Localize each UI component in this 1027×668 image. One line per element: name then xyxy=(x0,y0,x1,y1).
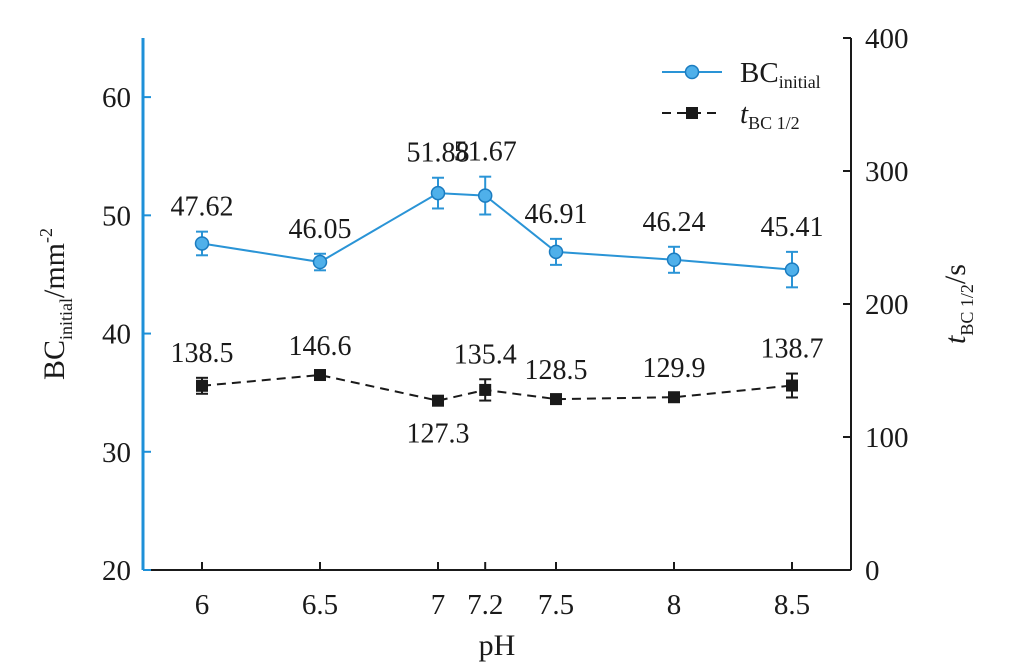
data-point xyxy=(548,244,564,260)
x-tick-label: 6.5 xyxy=(302,589,338,621)
data-label: 45.41 xyxy=(761,212,824,243)
data-point xyxy=(314,369,326,382)
data-point xyxy=(312,254,328,270)
data-point xyxy=(430,185,446,201)
legend-label-t: tBC 1/2 xyxy=(740,98,800,133)
data-label: 46.05 xyxy=(289,214,352,245)
left-tick-label: 20 xyxy=(102,555,131,587)
x-tick-label: 7.5 xyxy=(538,589,574,621)
right-tick-label: 0 xyxy=(865,555,880,587)
data-label: 127.3 xyxy=(407,419,470,450)
legend-marker-t xyxy=(686,107,698,119)
data-label: 146.6 xyxy=(289,331,352,362)
x-tick-label: 6 xyxy=(195,589,210,621)
data-label: 135.4 xyxy=(454,339,517,370)
data-label: 138.7 xyxy=(761,334,824,365)
right-axis-label: tBC 1/2/s xyxy=(939,264,977,344)
x-tick-label: 7 xyxy=(431,589,446,621)
data-label: 47.62 xyxy=(171,192,234,223)
x-axis-label: pH xyxy=(479,629,516,662)
data-point xyxy=(666,252,682,268)
data-point xyxy=(550,393,562,406)
legend-marker-bc xyxy=(684,64,700,80)
data-label: 51.67 xyxy=(454,137,517,168)
left-tick-label: 60 xyxy=(102,82,131,114)
data-point xyxy=(477,188,493,203)
data-point xyxy=(432,394,444,407)
data-label: 129.9 xyxy=(643,353,706,384)
right-tick-label: 400 xyxy=(865,23,909,55)
x-tick-label: 7.2 xyxy=(467,589,503,621)
left-tick-label: 30 xyxy=(102,437,131,469)
right-tick-label: 100 xyxy=(865,422,909,454)
data-label: 51.88 xyxy=(407,138,470,169)
data-label: 46.91 xyxy=(525,199,588,230)
data-point xyxy=(668,391,680,404)
axes-group: 20 30 40 50 60 0 100 200 300 400 6 6.5 7 7.2 7.5 8 8.5 pH… xyxy=(36,23,977,662)
data-point xyxy=(786,379,798,392)
data-point xyxy=(479,383,492,396)
right-tick-label: 200 xyxy=(865,289,909,321)
left-axis-label: BCinitial/mm-2 xyxy=(36,228,76,380)
data-point xyxy=(196,379,208,392)
data-label: 138.5 xyxy=(171,338,234,369)
left-tick-label: 50 xyxy=(102,200,131,232)
legend-label-bc: BCinitial xyxy=(740,57,821,92)
right-tick-label: 300 xyxy=(865,156,909,188)
data-point xyxy=(784,262,800,277)
left-tick-label: 40 xyxy=(102,319,131,351)
legend: BCinitial tBC 1/2 xyxy=(662,57,821,133)
data-point xyxy=(194,236,210,251)
data-label: 128.5 xyxy=(525,355,588,386)
x-tick-label: 8.5 xyxy=(774,589,810,621)
data-label: 46.24 xyxy=(643,207,706,238)
series-group xyxy=(194,175,800,407)
x-tick-label: 8 xyxy=(667,589,682,621)
